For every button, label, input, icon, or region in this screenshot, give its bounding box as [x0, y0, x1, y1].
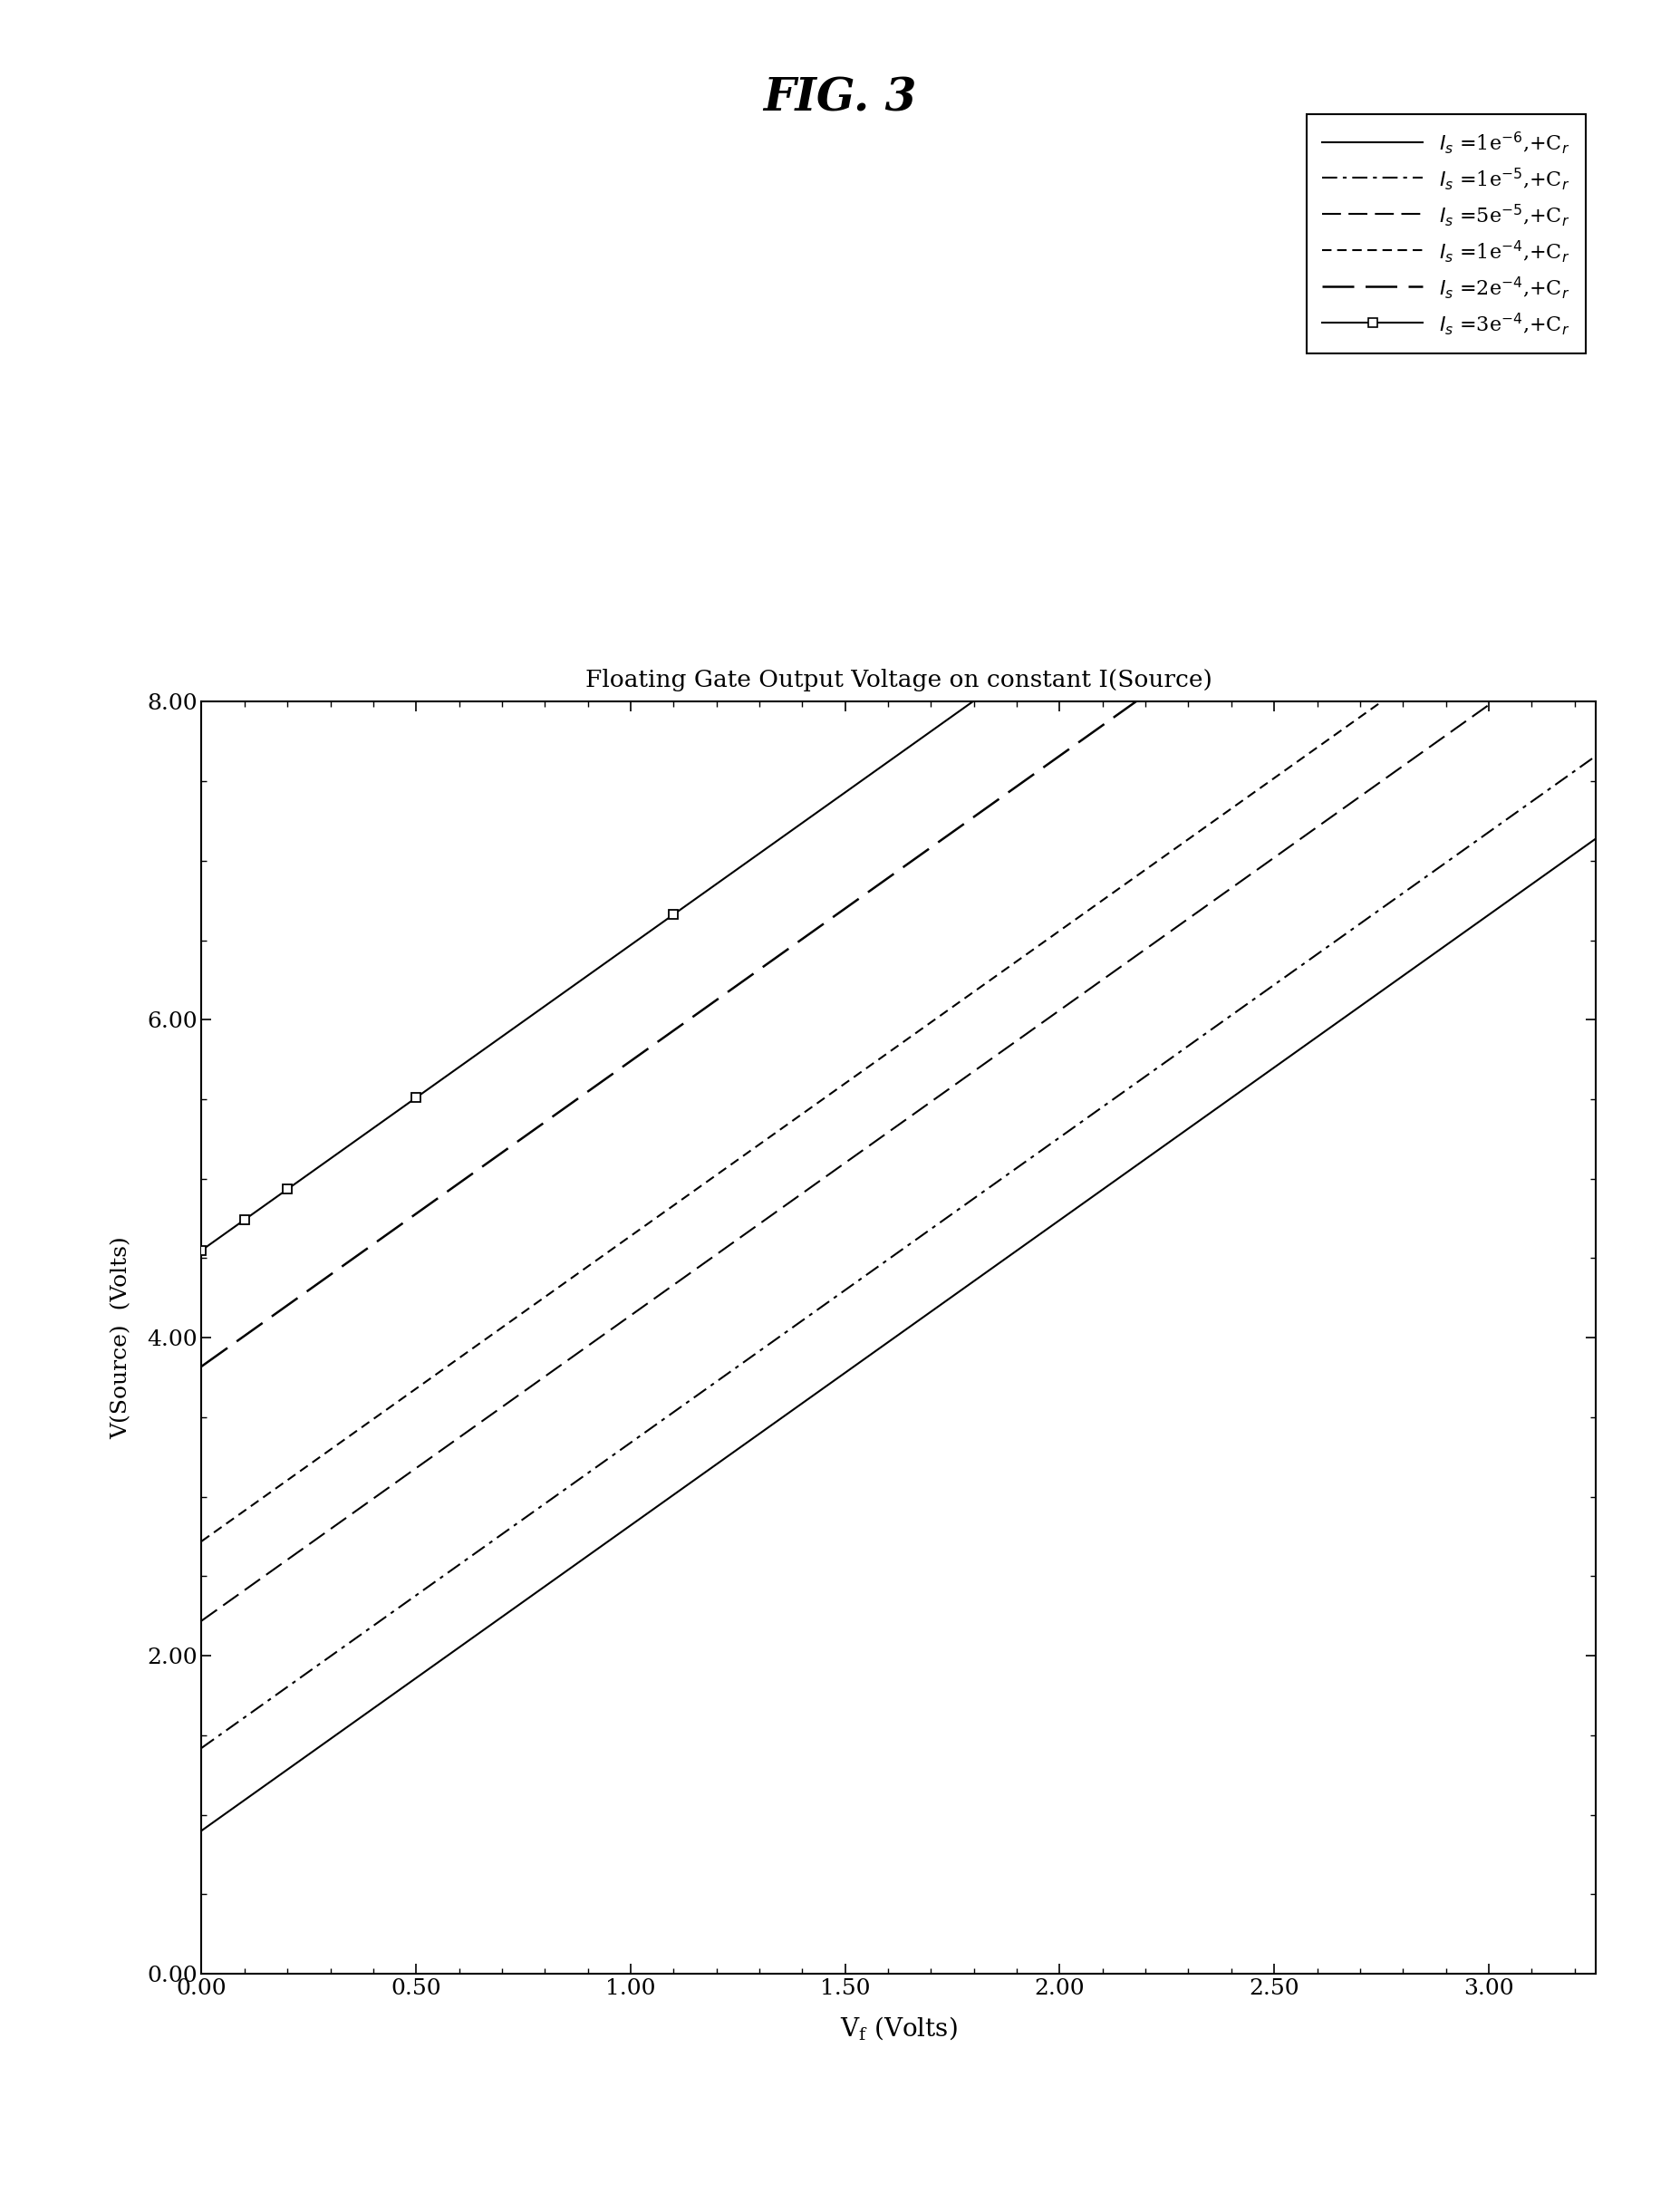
Text: FIG. 3: FIG. 3	[763, 77, 917, 121]
Y-axis label: V(Source)  (Volts): V(Source) (Volts)	[111, 1237, 131, 1439]
Title: Floating Gate Output Voltage on constant I(Source): Floating Gate Output Voltage on constant…	[585, 669, 1213, 691]
X-axis label: $\mathregular{V_f}$ (Volts): $\mathregular{V_f}$ (Volts)	[840, 2013, 958, 2042]
Legend: $I_s$ =1e$^{-6}$,+C$_r$, $I_s$ =1e$^{-5}$,+C$_r$, $I_s$ =5e$^{-5}$,+C$_r$, $I_s$: $I_s$ =1e$^{-6}$,+C$_r$, $I_s$ =1e$^{-5}…	[1307, 114, 1586, 353]
